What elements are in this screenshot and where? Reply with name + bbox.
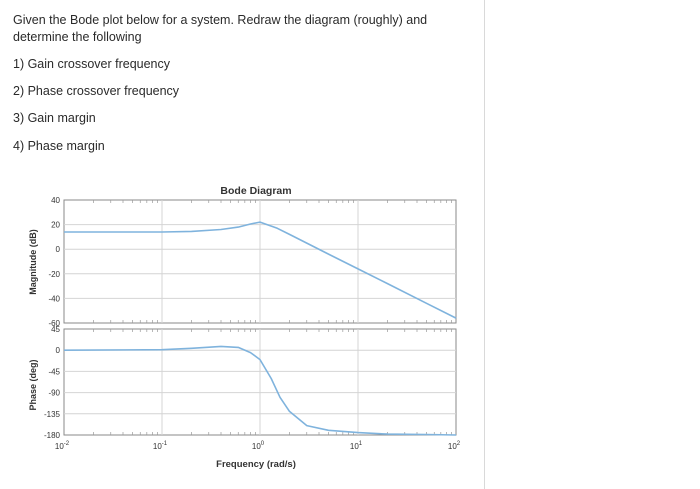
- magnitude-series-line: [64, 221, 457, 319]
- phase-axis-label: Phase (deg): [28, 359, 38, 410]
- phase-series-line: [63, 345, 457, 436]
- phase-y-tick-label: -180: [44, 431, 61, 440]
- question-text: Given the Bode plot below for a system. …: [13, 12, 483, 46]
- magnitude-y-tick-label: -40: [48, 294, 60, 303]
- content-divider: [484, 0, 485, 489]
- question-item-1: 1) Gain crossover frequency: [13, 57, 171, 71]
- magnitude-y-tick-label: 0: [56, 245, 61, 254]
- x-axis-label: Frequency (rad/s): [216, 459, 296, 470]
- x-tick-label: 10-1: [153, 441, 168, 451]
- magnitude-y-tick-label: -20: [48, 270, 60, 279]
- question-item-3: 3) Gain margin: [13, 111, 96, 125]
- magnitude-y-tick-label: -60: [48, 319, 60, 328]
- x-tick-label: 100: [252, 441, 265, 451]
- question-item-4: 4) Phase margin: [13, 139, 105, 153]
- phase-y-tick-label: -90: [48, 389, 60, 398]
- x-tick-label: 10-2: [55, 441, 70, 451]
- question-prompt: Given the Bode plot below for a system. …: [13, 13, 428, 44]
- question-item-2: 2) Phase crossover frequency: [13, 84, 180, 98]
- chart-title: Bode Diagram: [220, 185, 291, 197]
- mag-axis-label: Magnitude (dB): [28, 229, 38, 295]
- x-tick-label: 101: [350, 441, 363, 451]
- x-tick-label: 102: [448, 441, 461, 451]
- magnitude-y-tick-label: 40: [51, 196, 60, 205]
- phase-y-tick-label: -135: [44, 410, 61, 419]
- phase-y-tick-label: 0: [56, 346, 61, 355]
- phase-y-tick-label: -45: [48, 367, 60, 376]
- magnitude-y-tick-label: 20: [51, 221, 60, 230]
- phase-y-tick-label: 45: [51, 325, 60, 334]
